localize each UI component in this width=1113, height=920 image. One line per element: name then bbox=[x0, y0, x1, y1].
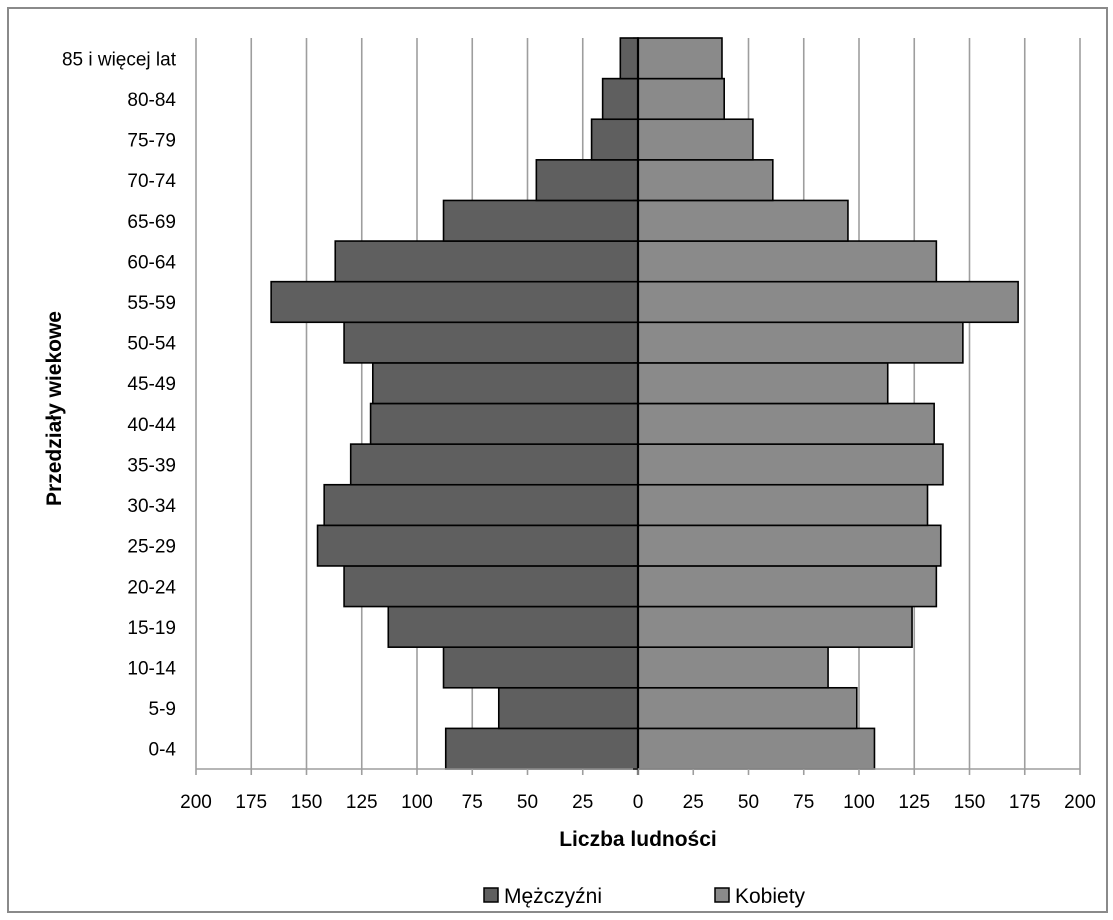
y-tick-label: 85 i więcej lat bbox=[62, 49, 177, 70]
bar-women bbox=[637, 280, 1019, 324]
bar-men bbox=[371, 362, 639, 405]
legend-label-women: Kobiety bbox=[735, 885, 806, 908]
y-tick-label: 50-54 bbox=[127, 334, 176, 355]
x-tick-label: 25 bbox=[683, 792, 704, 813]
x-tick-label: 75 bbox=[462, 792, 483, 813]
x-tick-label: 100 bbox=[843, 792, 875, 813]
legend-item-men: Mężczyźni bbox=[483, 885, 602, 908]
bars bbox=[270, 37, 1019, 770]
legend: Mężczyźni Kobiety bbox=[483, 885, 806, 908]
bar-women bbox=[637, 402, 935, 445]
bar-women bbox=[637, 362, 889, 405]
x-tick-label: 150 bbox=[291, 792, 323, 813]
x-tick-label: 175 bbox=[1009, 792, 1041, 813]
x-tick-label: 0 bbox=[633, 792, 644, 813]
y-tick-label: 60-64 bbox=[127, 252, 176, 273]
bar-women bbox=[637, 443, 944, 486]
x-tick-label: 125 bbox=[898, 792, 930, 813]
bar-men bbox=[444, 727, 639, 770]
bar-women bbox=[637, 199, 849, 242]
bar-men bbox=[535, 159, 639, 202]
y-tick-label: 10-14 bbox=[127, 658, 176, 679]
bar-women bbox=[637, 524, 942, 567]
y-tick-label: 15-19 bbox=[127, 618, 176, 639]
bar-women bbox=[637, 565, 938, 608]
y-tick-label: 35-39 bbox=[127, 455, 176, 476]
bar-men bbox=[334, 240, 639, 283]
bar-men bbox=[497, 686, 639, 730]
bar-men bbox=[270, 280, 639, 324]
bar-women bbox=[637, 727, 876, 770]
bar-women bbox=[637, 605, 913, 648]
bar-men bbox=[442, 646, 639, 689]
bar-men bbox=[349, 443, 639, 486]
legend-item-women: Kobiety bbox=[714, 885, 806, 908]
x-tick-label: 200 bbox=[1064, 792, 1096, 813]
y-tick-label: 30-34 bbox=[127, 496, 176, 517]
bar-women bbox=[637, 37, 723, 80]
x-tick-labels: 200 175 150 125 100 75 50 25 0 25 50 75 100 125 150 175… bbox=[180, 792, 1096, 813]
legend-label-men: Mężczyźni bbox=[504, 885, 602, 908]
bar-women bbox=[637, 240, 938, 283]
bar-women bbox=[637, 686, 858, 730]
x-tick-label: 25 bbox=[572, 792, 593, 813]
y-tick-label: 25-29 bbox=[127, 537, 176, 558]
bar-men bbox=[323, 483, 639, 527]
x-axis-title: Liczba ludności bbox=[559, 828, 717, 851]
x-tick-label: 100 bbox=[401, 792, 433, 813]
bar-men bbox=[619, 37, 639, 80]
y-tick-label: 75-79 bbox=[127, 131, 176, 152]
y-tick-label: 55-59 bbox=[127, 293, 176, 314]
bar-men bbox=[369, 402, 639, 445]
bar-women bbox=[637, 646, 829, 689]
y-tick-label: 5-9 bbox=[149, 699, 176, 720]
bar-men bbox=[387, 605, 639, 648]
y-tick-label: 80-84 bbox=[127, 90, 176, 111]
y-tick-label: 40-44 bbox=[127, 415, 176, 436]
bar-women bbox=[637, 321, 964, 364]
x-tick-label: 50 bbox=[517, 792, 538, 813]
y-tick-label: 70-74 bbox=[127, 171, 176, 192]
bar-men bbox=[590, 118, 639, 161]
legend-swatch-men bbox=[483, 887, 499, 903]
x-tick-label: 50 bbox=[738, 792, 759, 813]
bar-men bbox=[316, 524, 639, 567]
bar-women bbox=[637, 77, 725, 121]
x-tick-label: 150 bbox=[954, 792, 986, 813]
y-tick-label: 65-69 bbox=[127, 212, 176, 233]
x-tick-label: 75 bbox=[793, 792, 814, 813]
y-axis-title: Przedziały wiekowe bbox=[43, 311, 66, 506]
y-tick-label: 0-4 bbox=[149, 740, 177, 761]
bar-men bbox=[442, 199, 639, 242]
bar-men bbox=[343, 565, 639, 608]
y-tick-label: 20-24 bbox=[127, 577, 176, 598]
bar-women bbox=[637, 483, 929, 527]
bar-women bbox=[637, 118, 754, 161]
bar-women bbox=[637, 159, 774, 202]
y-tick-label: 45-49 bbox=[127, 374, 176, 395]
x-tick-label: 175 bbox=[235, 792, 267, 813]
x-tick-label: 200 bbox=[180, 792, 212, 813]
bar-men bbox=[343, 321, 639, 364]
bar-men bbox=[601, 77, 639, 121]
axes bbox=[195, 37, 1081, 775]
y-tick-labels: 0-4 5-9 10-14 15-19 20-24 25-29 30-34 35-39 40-4… bbox=[62, 49, 177, 760]
x-tick-label: 125 bbox=[346, 792, 378, 813]
legend-swatch-women bbox=[714, 887, 730, 903]
